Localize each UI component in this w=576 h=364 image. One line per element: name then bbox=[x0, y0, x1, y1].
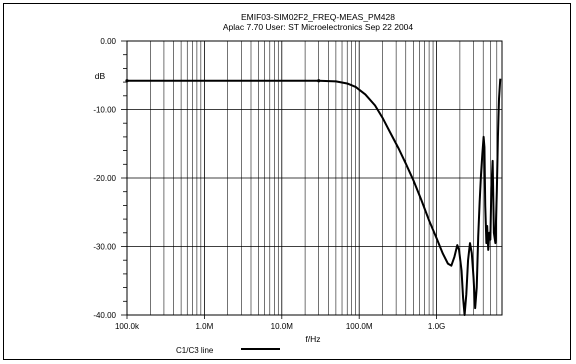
x-tick-label: 1.0G bbox=[428, 322, 445, 331]
series-line bbox=[127, 78, 502, 316]
x-tick-label: 100.0M bbox=[346, 322, 373, 331]
chart-title: EMIF03-SIM02F2_FREQ-MEAS_PM428 bbox=[241, 12, 395, 22]
x-axis-label: f/Hz bbox=[305, 334, 320, 344]
tick-labels: 0.00 -10.00 -20.00 -30.00 -40.00 100.0k 1.0M 10… bbox=[93, 37, 445, 331]
y-tick-label: -20.00 bbox=[93, 174, 116, 183]
x-tick-label: 100.0k bbox=[115, 322, 140, 331]
legend-label: C1/C3 line bbox=[176, 346, 214, 355]
axis-ticks bbox=[121, 40, 437, 319]
series-marker bbox=[317, 79, 321, 83]
y-tick-label: 0.00 bbox=[100, 37, 116, 46]
y-tick-label: -10.00 bbox=[93, 106, 116, 115]
x-tick-label: 10.0M bbox=[271, 322, 294, 331]
series-group bbox=[125, 78, 502, 316]
grid bbox=[127, 41, 502, 315]
y-tick-label: -30.00 bbox=[93, 243, 116, 252]
y-axis-label: dB bbox=[95, 71, 106, 81]
plot-area bbox=[126, 40, 503, 316]
x-tick-label: 1.0M bbox=[195, 322, 213, 331]
series-marker bbox=[125, 79, 129, 83]
chart-subtitle: Aplac 7.70 User: ST Microelectronics Sep… bbox=[223, 22, 414, 32]
y-tick-label: -40.00 bbox=[93, 311, 116, 320]
